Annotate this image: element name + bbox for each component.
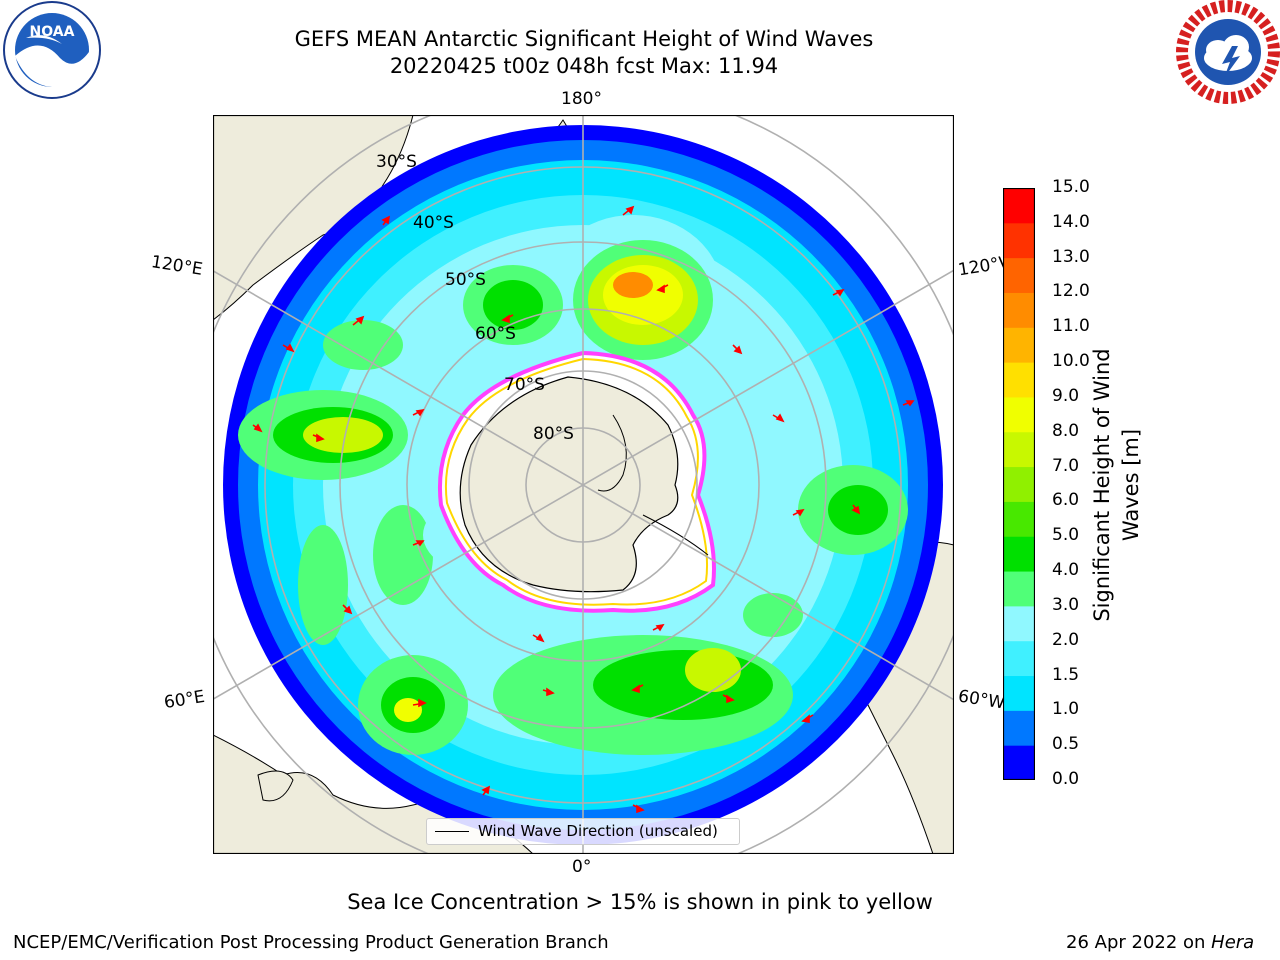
colorbar-segment	[1003, 292, 1035, 328]
lon-label-180: 180°	[561, 89, 602, 109]
colorbar-segment	[1003, 536, 1035, 572]
arrow	[631, 684, 644, 694]
colorbar-segment	[1003, 257, 1035, 293]
noaa-logo: NOAA	[3, 1, 101, 99]
colorbar-segment	[1003, 396, 1035, 433]
arrow	[722, 694, 735, 704]
colorbar-segment	[1003, 466, 1035, 502]
arrow	[352, 315, 365, 326]
legend-line-swatch	[435, 831, 469, 832]
antarctica-land	[459, 376, 679, 593]
arrow	[632, 804, 645, 814]
colorbar-tick-label: 1.5	[1052, 664, 1080, 685]
arrow	[412, 540, 425, 547]
colorbar-segment	[1003, 501, 1035, 537]
chart-title: GEFS MEAN Antarctic Significant Height o…	[294, 27, 874, 51]
australia-land	[213, 115, 414, 321]
arrow	[792, 508, 805, 517]
colorbar-segment	[1003, 675, 1035, 711]
colorbar-tick-label: 11.0	[1052, 316, 1090, 337]
colorbar-tick-label: 7.0	[1052, 455, 1080, 476]
colorbar-segment	[1003, 710, 1035, 746]
colorbar-segment	[1003, 188, 1035, 224]
colorbar	[1003, 188, 1035, 780]
colorbar-segment	[1003, 327, 1035, 363]
lon-label-60w: 60°W	[956, 686, 1007, 714]
lat-label-30s: 30°S	[376, 152, 417, 172]
colorbar-segment	[1003, 745, 1035, 780]
graticule	[213, 115, 954, 854]
chart-subtitle: 20220425 t00z 048h fcst Max: 11.94	[389, 54, 779, 78]
arrow	[732, 344, 743, 355]
lon-label-120e: 120°E	[149, 252, 204, 280]
arrow	[501, 314, 514, 324]
footer-date: 26 Apr 2022 on Hera	[1066, 932, 1254, 953]
arrow	[902, 400, 915, 407]
colorbar-tick-label: 5.0	[1052, 525, 1080, 546]
lat-label-50s: 50°S	[445, 270, 486, 290]
colorbar-tick-label: 2.0	[1052, 629, 1080, 650]
colorbar-segment	[1003, 362, 1035, 398]
arrow	[381, 215, 391, 226]
colorbar-tick-label: 9.0	[1052, 385, 1080, 406]
colorbar-tick-label: 6.0	[1052, 490, 1080, 511]
arrow	[481, 785, 491, 796]
colorbar-tick-label: 0.0	[1052, 769, 1080, 789]
arrow	[542, 687, 555, 697]
arrow	[652, 623, 665, 632]
colorbar-tick-label: 10.0	[1052, 351, 1090, 372]
antarctic-map	[213, 115, 954, 854]
wind-wave-arrows	[252, 205, 915, 814]
noaa-logo-text: NOAA	[30, 24, 75, 40]
legend-label: Wind Wave Direction (unscaled)	[478, 822, 718, 840]
arrow	[412, 408, 425, 417]
colorbar-tick-label: 15.0	[1052, 177, 1090, 197]
arrow	[282, 343, 295, 353]
colorbar-tick-label: 3.0	[1052, 594, 1080, 615]
colorbar-tick-label: 14.0	[1052, 211, 1090, 232]
island-land	[257, 770, 294, 802]
map-legend: Wind Wave Direction (unscaled)	[426, 818, 740, 845]
colorbar-segment	[1003, 640, 1035, 677]
sea-ice-note: Sea Ice Concentration > 15% is shown in …	[347, 890, 933, 914]
arrow	[772, 413, 785, 423]
colorbar-segment	[1003, 571, 1035, 607]
lon-label-0: 0°	[572, 857, 592, 877]
colorbar-segment	[1003, 222, 1035, 259]
arrow	[252, 423, 263, 433]
arrow	[342, 604, 353, 615]
colorbar-segment	[1003, 431, 1035, 468]
lat-label-80s: 80°S	[533, 424, 574, 444]
arrow	[312, 433, 325, 443]
lat-label-40s: 40°S	[413, 213, 454, 233]
arrow	[851, 504, 861, 515]
colorbar-tick-label: 1.0	[1052, 699, 1080, 720]
colorbar-tick-label: 12.0	[1052, 281, 1090, 302]
lat-label-70s: 70°S	[504, 375, 545, 395]
colorbar-label: Significant Height of Wind Waves [m]	[1090, 348, 1143, 622]
footer-branch: NCEP/EMC/Verification Post Processing Pr…	[13, 932, 609, 953]
arrow	[622, 205, 635, 216]
nws-logo	[1176, 0, 1280, 104]
arrow	[801, 714, 814, 723]
footer-date-text: 26 Apr 2022 on	[1066, 932, 1212, 953]
colorbar-tick-label: 4.0	[1052, 560, 1080, 581]
lat-label-60s: 60°S	[475, 324, 516, 344]
arrow	[532, 633, 545, 643]
colorbar-tick-label: 0.5	[1052, 734, 1080, 755]
arrow	[832, 288, 845, 297]
arrow	[412, 698, 427, 708]
colorbar-tick-label: 13.0	[1052, 246, 1090, 267]
colorbar-tick-label: 8.0	[1052, 420, 1080, 441]
lon-label-60e: 60°E	[162, 686, 207, 714]
colorbar-segment	[1003, 605, 1035, 642]
footer-host: Hera	[1211, 932, 1255, 953]
arrow	[656, 284, 669, 294]
